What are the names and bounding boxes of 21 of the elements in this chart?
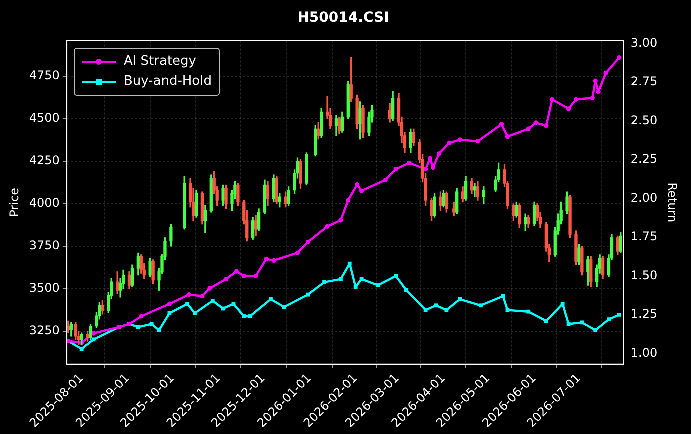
y2-tick-label: 3.00 — [630, 36, 658, 50]
y2-tick-label: 1.25 — [630, 307, 658, 322]
legend-label: Buy-and-Hold — [124, 74, 212, 90]
y-tick-label: 4500 — [29, 111, 60, 126]
y-tick-label: 3250 — [29, 323, 60, 338]
y2-tick-label: 2.50 — [630, 113, 658, 128]
y2-tick-label: 2.75 — [630, 74, 658, 89]
y2-axis-title: Return — [666, 182, 680, 223]
y2-tick-label: 2.25 — [630, 152, 658, 166]
y-axis-title: Price — [7, 188, 22, 218]
y-tick-label: 3500 — [29, 281, 60, 296]
y-tick-label: 4000 — [29, 196, 60, 210]
y2-tick-label: 1.50 — [630, 268, 658, 282]
y2-tick-label: 2.00 — [630, 190, 658, 205]
chart-title: H50014.CSI — [298, 10, 390, 26]
y-tick-label: 4750 — [29, 68, 60, 83]
y2-tick-label: 1.00 — [630, 346, 658, 360]
legend-label: AI Strategy — [124, 54, 196, 70]
y2-tick-label: 1.75 — [630, 230, 658, 244]
y-tick-label: 4250 — [29, 154, 60, 168]
y-tick-label: 3750 — [29, 238, 60, 253]
